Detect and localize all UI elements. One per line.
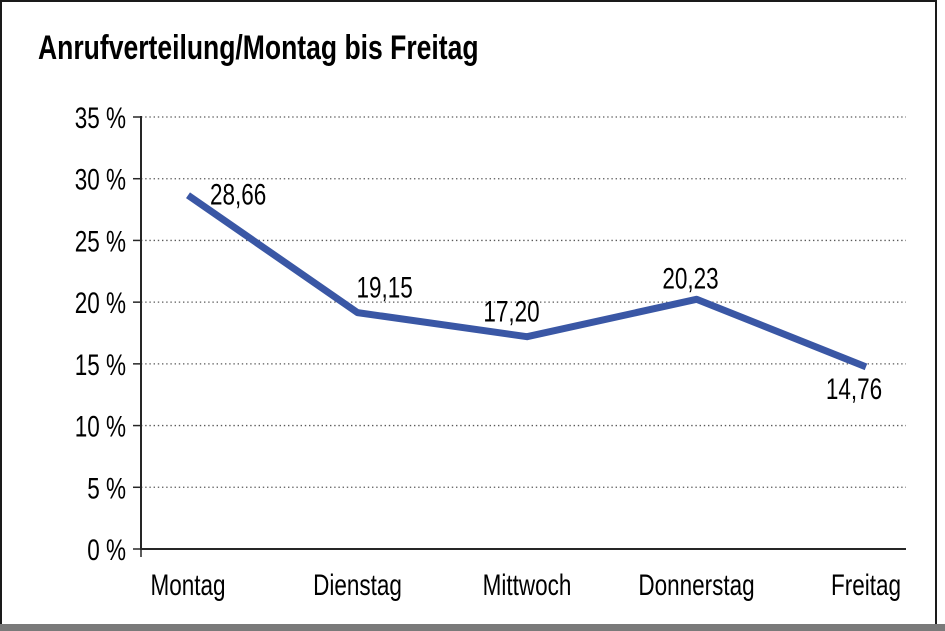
svg-text:10 %: 10 %	[75, 409, 126, 443]
svg-text:20 %: 20 %	[75, 286, 126, 320]
y-axis-ticks	[133, 116, 142, 557]
svg-text:Donnerstag: Donnerstag	[638, 568, 754, 602]
svg-text:35 %: 35 %	[75, 101, 126, 135]
svg-text:14,76: 14,76	[826, 372, 882, 406]
svg-text:17,20: 17,20	[483, 295, 539, 329]
svg-text:15 %: 15 %	[75, 348, 126, 382]
svg-text:0 %: 0 %	[87, 533, 126, 567]
svg-text:30 %: 30 %	[75, 163, 126, 197]
svg-text:Montag: Montag	[150, 568, 225, 602]
y-axis-labels: 0 % 5 % 10 % 15 % 20 % 25 % 30 % 35 %	[75, 101, 126, 567]
data-series-line	[186, 192, 868, 371]
svg-text:Freitag: Freitag	[831, 568, 901, 602]
chart-title: Anrufverteilung/Montag bis Freitag	[38, 29, 479, 67]
svg-text:28,66: 28,66	[210, 177, 266, 211]
svg-text:Dienstag: Dienstag	[313, 568, 402, 602]
svg-text:25 %: 25 %	[75, 224, 126, 258]
svg-text:5 %: 5 %	[87, 471, 126, 505]
svg-text:Mittwoch: Mittwoch	[483, 568, 572, 602]
gridlines	[141, 116, 906, 488]
x-axis-labels: Montag Dienstag Mittwoch Donnerstag Freitag	[150, 568, 900, 602]
svg-text:19,15: 19,15	[357, 270, 413, 304]
svg-text:20,23: 20,23	[662, 261, 718, 295]
axes	[140, 116, 906, 550]
frame-bottom-shadow	[0, 624, 945, 631]
data-point-labels: 28,66 19,15 17,20 20,23 14,76	[210, 177, 882, 406]
